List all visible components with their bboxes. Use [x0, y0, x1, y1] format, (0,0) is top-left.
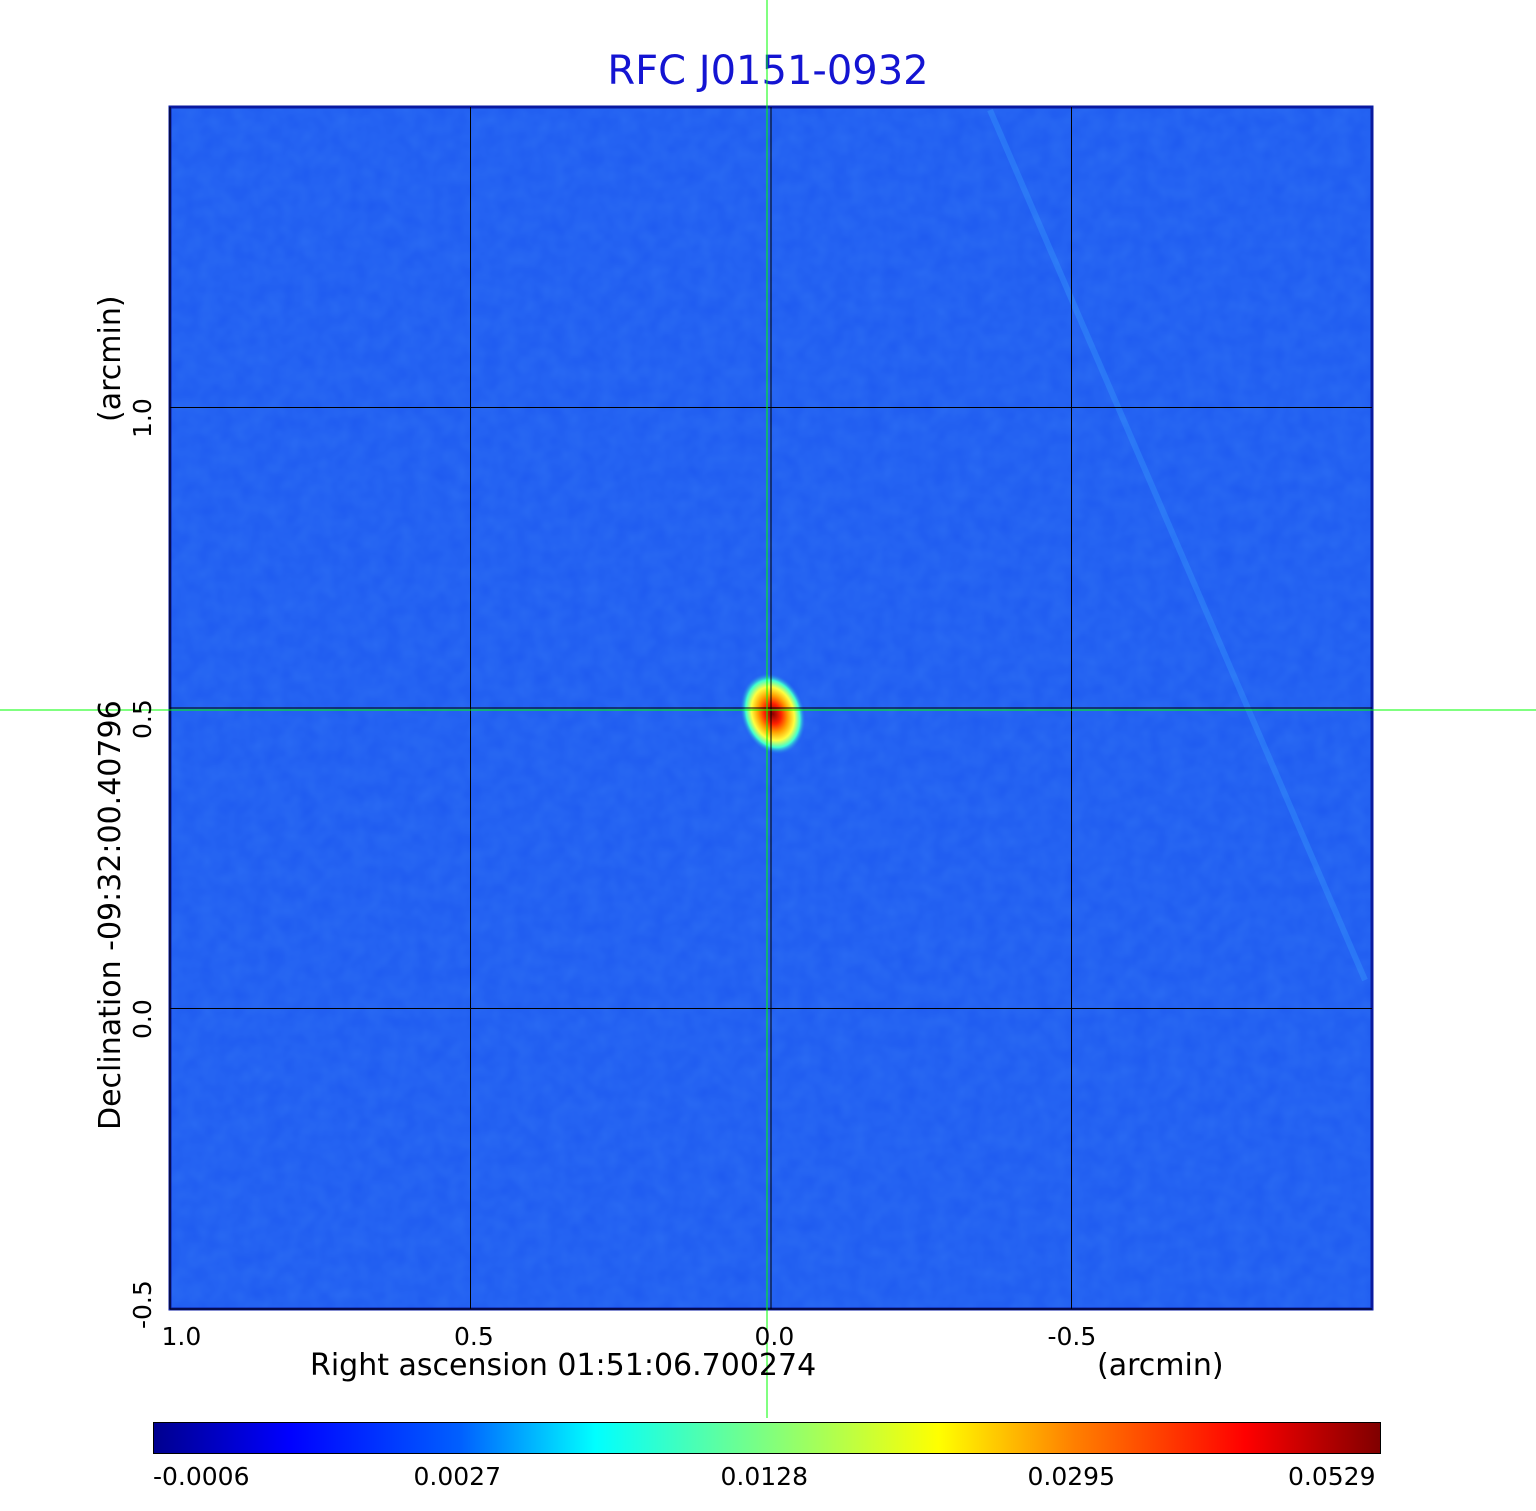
- colorbar-tick-label: 0.0529: [1288, 1462, 1376, 1491]
- source-blob: [739, 672, 806, 755]
- grid-lines: [169, 107, 1372, 1310]
- x-tick-label: -0.5: [1047, 1322, 1097, 1351]
- colorbar-tick-label: 0.0295: [1027, 1462, 1115, 1491]
- y-tick-label: 0.0: [128, 999, 157, 1039]
- x-axis-label: Right ascension 01:51:06.700274: [310, 1348, 817, 1383]
- colorbar-tick-label: -0.0006: [153, 1462, 250, 1491]
- colorbar: [153, 1422, 1381, 1454]
- colorbar-tick-label: 0.0128: [720, 1462, 808, 1491]
- colorbar-tick-label: 0.0027: [413, 1462, 501, 1491]
- y-tick-label: 0.5: [128, 698, 157, 739]
- x-tick-label: 1.0: [161, 1322, 202, 1351]
- chart-title: RFC J0151-0932: [607, 48, 929, 94]
- crosshair: [0, 0, 1536, 1418]
- y-tick-label: 1.0: [128, 398, 157, 438]
- x-axis-unit: (arcmin): [1097, 1348, 1224, 1383]
- y-axis-unit: (arcmin): [93, 295, 128, 422]
- x-tick-label: 0.0: [754, 1322, 795, 1351]
- y-tick-label: -0.5: [128, 1280, 157, 1329]
- x-tick-label: 0.5: [454, 1322, 494, 1351]
- y-axis-label: Declination -09:32:00.40796: [93, 700, 128, 1130]
- image-streak: [987, 108, 1368, 982]
